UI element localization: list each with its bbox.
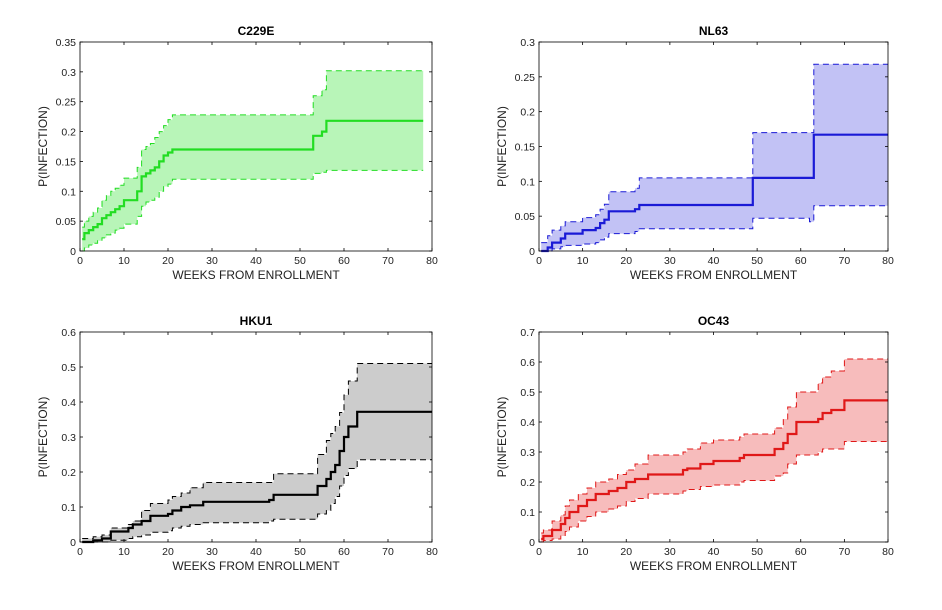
chart3-estimate-line bbox=[541, 399, 888, 541]
chart2-ytick-label: 0.5 bbox=[61, 362, 76, 374]
chart2-ytick-label: 0.2 bbox=[61, 467, 76, 479]
chart1-title: NL63 bbox=[699, 24, 729, 38]
chart1-xtick-label: 80 bbox=[882, 255, 894, 267]
chart1-ytick-label: 0.25 bbox=[515, 72, 536, 84]
chart1-ytick-label: 0.1 bbox=[520, 176, 535, 188]
chart0-ytick-label: 0 bbox=[70, 246, 76, 258]
chart0-ytick-label: 0.2 bbox=[61, 127, 76, 139]
chart2-ytick-label: 0.3 bbox=[61, 432, 76, 444]
chart2-title: HKU1 bbox=[240, 314, 273, 328]
chart1-ytick-label: 0.15 bbox=[515, 142, 536, 154]
chart2-ytick-label: 0.1 bbox=[61, 502, 76, 514]
chart3-title: OC43 bbox=[698, 314, 730, 328]
chart2-lower-bound-line bbox=[82, 459, 432, 543]
chart0-ytick-label: 0.05 bbox=[56, 216, 77, 228]
chart3-xtick-label: 70 bbox=[839, 546, 851, 558]
chart0-xtick-label: 70 bbox=[382, 255, 394, 267]
chart0-ytick-label: 0.25 bbox=[56, 97, 77, 109]
chart3-ytick-label: 0.2 bbox=[520, 477, 535, 489]
chart2-ci-band bbox=[82, 363, 432, 542]
chart3-ytick-label: 0.1 bbox=[520, 507, 535, 519]
chart3-upper-bound-line bbox=[541, 358, 888, 534]
panel-c229e: 0 10 20 30 40 50 60 70 80 0 0.05 0.1 0.15 0.2 0.25 0.3 0… bbox=[36, 24, 438, 282]
chart2-xtick-label: 40 bbox=[250, 546, 262, 558]
chart1-xtick-label: 10 bbox=[577, 255, 589, 267]
chart3-ci-band bbox=[541, 359, 888, 542]
chart3-xtick-label: 30 bbox=[664, 546, 676, 558]
chart3-ytick-label: 0.7 bbox=[520, 327, 535, 339]
chart2-ytick-label: 0.6 bbox=[61, 327, 76, 339]
chart2-xtick-label: 80 bbox=[426, 546, 438, 558]
chart1-xtick-label: 40 bbox=[708, 255, 720, 267]
chart0-ytick-label: 0.3 bbox=[61, 67, 76, 79]
chart2-xtick-label: 60 bbox=[338, 546, 350, 558]
chart3-xlabel: WEEKS FROM ENROLLMENT bbox=[630, 559, 798, 573]
chart1-xtick-label: 60 bbox=[795, 255, 807, 267]
chart3-lower-bound-line bbox=[541, 441, 888, 543]
panel-hku1: 0 10 20 30 40 50 60 70 80 0 0.1 0.2 0.3 0.4 0.5 0.6 HKU1… bbox=[36, 314, 438, 573]
chart1-estimate-line bbox=[541, 133, 888, 253]
chart1-ytick-label: 0.05 bbox=[515, 211, 536, 223]
chart2-upper-bound-line bbox=[82, 363, 432, 539]
chart1-lower-bound-line bbox=[541, 205, 888, 252]
chart3-xtick-label: 20 bbox=[620, 546, 632, 558]
chart1-ytick-label: 0 bbox=[529, 246, 535, 258]
chart3-xtick-label: 60 bbox=[795, 546, 807, 558]
chart3-xtick-label: 50 bbox=[751, 546, 763, 558]
chart0-ci-band bbox=[82, 70, 424, 251]
chart0-title: C229E bbox=[238, 24, 275, 38]
chart0-xtick-label: 50 bbox=[294, 255, 306, 267]
chart3-xtick-label: 10 bbox=[577, 546, 589, 558]
chart0-ytick-label: 0.15 bbox=[56, 156, 77, 168]
chart2-ylabel: P(INFECTION) bbox=[36, 397, 50, 478]
chart2-xtick-label: 10 bbox=[118, 546, 130, 558]
chart0-xtick-label: 30 bbox=[206, 255, 218, 267]
chart2-xtick-label: 70 bbox=[382, 546, 394, 558]
chart3-ytick-label: 0 bbox=[529, 537, 535, 549]
chart3-ytick-label: 0.5 bbox=[520, 387, 535, 399]
panel-nl63: 0 10 20 30 40 50 60 70 80 0 0.05 0.1 0.15 0.2 0.25 0.3 N… bbox=[495, 24, 894, 282]
chart3-xtick-label: 40 bbox=[708, 546, 720, 558]
chart2-estimate-line bbox=[82, 410, 432, 544]
chart2-xtick-label: 50 bbox=[294, 546, 306, 558]
chart1-ylabel: P(INFECTION) bbox=[495, 106, 509, 187]
chart1-xlabel: WEEKS FROM ENROLLMENT bbox=[630, 268, 798, 282]
chart2-xtick-label: 0 bbox=[77, 546, 83, 558]
chart0-xtick-label: 0 bbox=[77, 255, 83, 267]
chart2-ytick-label: 0.4 bbox=[61, 397, 76, 409]
chart0-xtick-label: 40 bbox=[250, 255, 262, 267]
chart0-xtick-label: 60 bbox=[338, 255, 350, 267]
chart1-xtick-label: 0 bbox=[536, 255, 542, 267]
chart0-upper-bound-line bbox=[82, 70, 424, 228]
chart0-xtick-label: 80 bbox=[426, 255, 438, 267]
chart0-lower-bound-line bbox=[82, 169, 424, 252]
chart0-xtick-label: 20 bbox=[162, 255, 174, 267]
chart1-xtick-label: 30 bbox=[664, 255, 676, 267]
chart0-estimate-line bbox=[82, 119, 424, 241]
chart2-xtick-label: 30 bbox=[206, 546, 218, 558]
chart1-ci-band bbox=[541, 64, 888, 251]
chart3-ylabel: P(INFECTION) bbox=[495, 397, 509, 478]
chart1-xtick-label: 20 bbox=[620, 255, 632, 267]
chart1-ytick-label: 0.3 bbox=[520, 37, 535, 49]
chart3-xtick-label: 80 bbox=[882, 546, 894, 558]
chart3-xtick-label: 0 bbox=[536, 546, 542, 558]
chart2-xtick-label: 20 bbox=[162, 546, 174, 558]
chart0-xtick-label: 10 bbox=[118, 255, 130, 267]
chart0-ytick-label: 0.35 bbox=[56, 37, 77, 49]
chart1-ytick-label: 0.2 bbox=[520, 107, 535, 119]
chart3-ytick-label: 0.4 bbox=[520, 417, 535, 429]
chart2-xlabel: WEEKS FROM ENROLLMENT bbox=[172, 559, 340, 573]
chart0-xlabel: WEEKS FROM ENROLLMENT bbox=[172, 268, 340, 282]
chart1-xtick-label: 70 bbox=[839, 255, 851, 267]
chart0-ylabel: P(INFECTION) bbox=[36, 106, 50, 187]
panel-oc43: 0 10 20 30 40 50 60 70 80 0 0.1 0.2 0.3 0.4 0.5 0.6 0.7 O… bbox=[495, 314, 894, 573]
chart3-ytick-label: 0.6 bbox=[520, 357, 535, 369]
chart0-ytick-label: 0.1 bbox=[61, 186, 76, 198]
chart1-xtick-label: 50 bbox=[751, 255, 763, 267]
chart2-ytick-label: 0 bbox=[70, 537, 76, 549]
chart3-ytick-label: 0.3 bbox=[520, 447, 535, 459]
